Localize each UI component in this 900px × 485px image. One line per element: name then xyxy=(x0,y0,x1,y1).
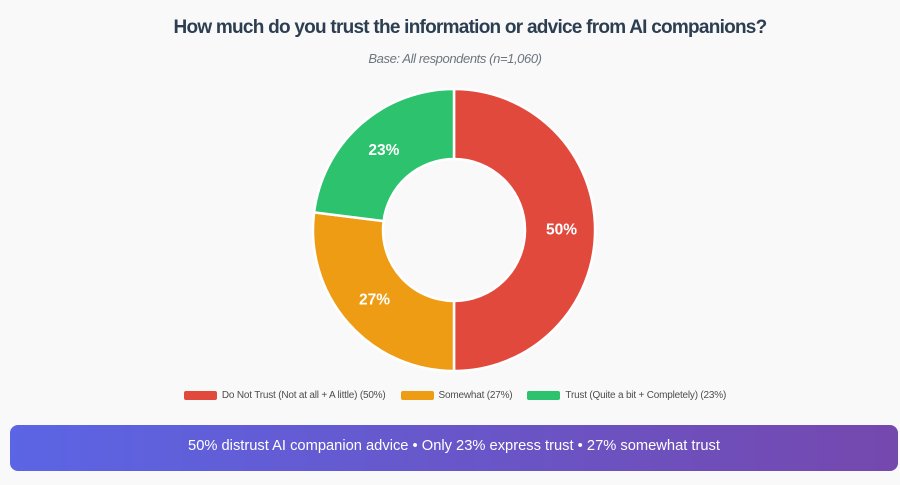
svg-text:27%: 27% xyxy=(359,292,390,309)
svg-text:50%: 50% xyxy=(546,222,577,239)
svg-text:23%: 23% xyxy=(368,142,399,159)
